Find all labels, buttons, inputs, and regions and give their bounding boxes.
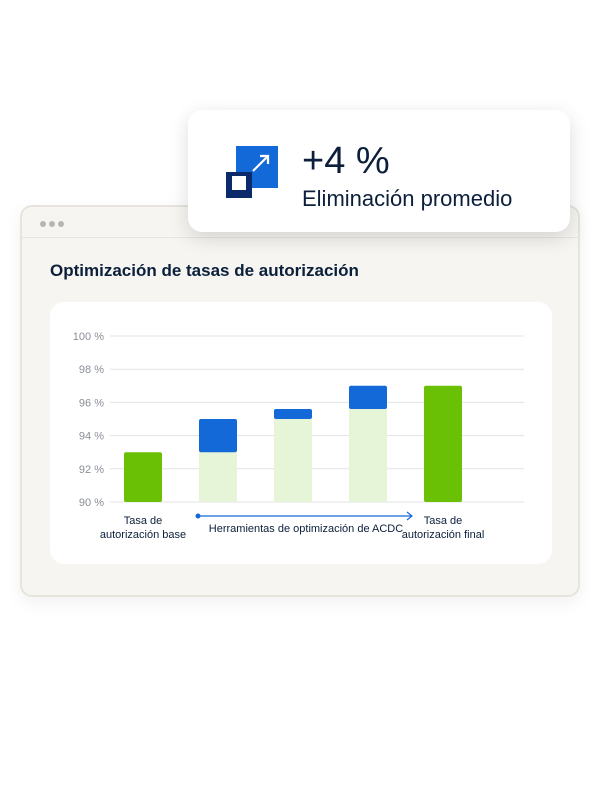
y-tick-label: 96 % xyxy=(79,397,104,409)
x-label-base: Tasa de xyxy=(124,515,163,527)
bar-total xyxy=(124,452,162,502)
stat-label: Eliminación promedio xyxy=(302,186,513,211)
x-label-final: autorización final xyxy=(402,529,485,541)
stat-value: +4 % xyxy=(302,140,390,182)
stat-callout: +4 % Eliminación promedio xyxy=(188,110,570,232)
bar-base-segment xyxy=(199,452,237,502)
bar-chart: 90 % 92 % 94 % 96 % 98 % 100 % Tasa de autoriza… xyxy=(73,331,524,541)
window-titlebar xyxy=(22,207,578,238)
bar-increment-segment xyxy=(274,409,312,419)
chart-title: Optimización de tasas de autorización xyxy=(50,261,359,280)
bar-base-segment xyxy=(274,419,312,502)
chart-panel: 90 % 92 % 94 % 96 % 98 % 100 % Tasa de autoriza… xyxy=(50,302,552,564)
y-tick-label: 92 % xyxy=(79,464,104,476)
arrow-head xyxy=(406,511,413,521)
expand-arrow-icon xyxy=(226,146,278,198)
y-tick-label: 94 % xyxy=(79,431,104,443)
browser-window: Optimización de tasas de autorización 90… xyxy=(20,205,580,597)
x-label-tools: Herramientas de optimización de ACDC xyxy=(209,523,403,535)
window-dot-icon xyxy=(49,221,55,227)
window-dot-icon xyxy=(40,221,46,227)
bar-increment-segment xyxy=(349,385,387,410)
bar-increment-segment xyxy=(199,419,237,453)
bar-base-segment xyxy=(349,409,387,502)
x-label-final: Tasa de xyxy=(424,515,463,527)
x-label-base: autorización base xyxy=(100,529,186,541)
y-tick-label: 100 % xyxy=(73,331,104,343)
window-dot-icon xyxy=(58,221,64,227)
y-tick-label: 90 % xyxy=(79,497,104,509)
y-tick-label: 98 % xyxy=(79,364,104,376)
bar-total xyxy=(424,385,462,502)
